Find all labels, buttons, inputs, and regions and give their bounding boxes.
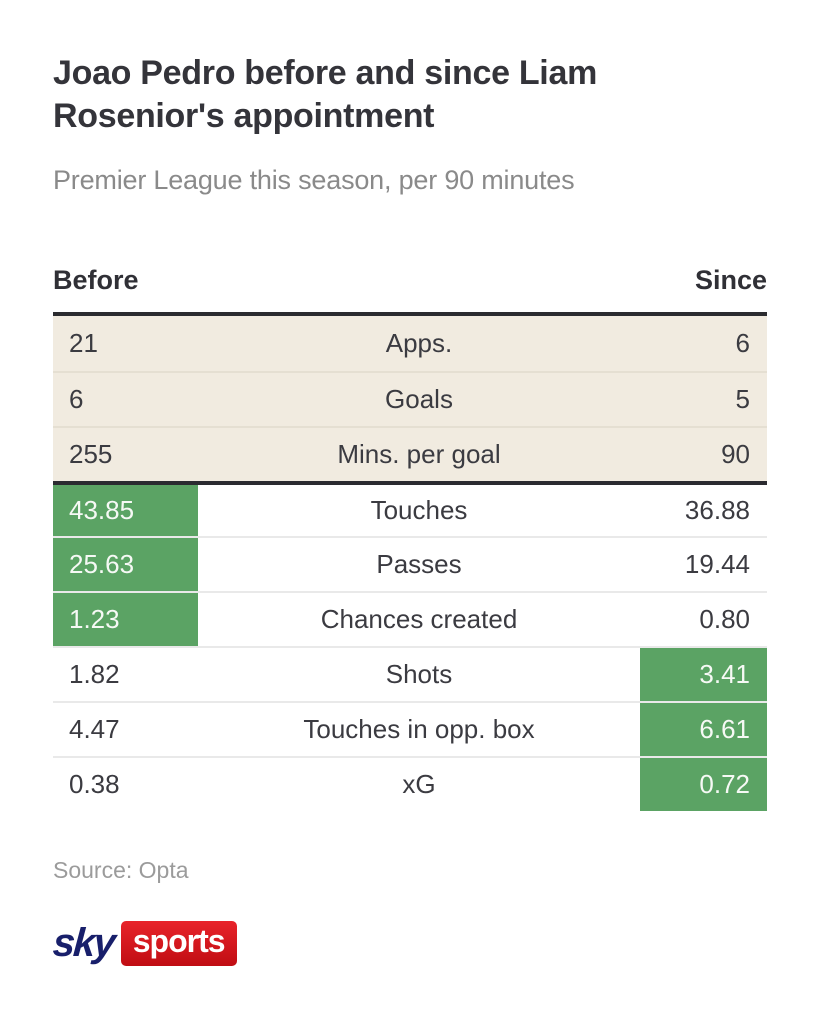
stat-label: Shots (385, 659, 453, 690)
stat-label: Mins. per goal (337, 439, 501, 470)
since-value: 0.80 (699, 604, 750, 635)
since-value-highlighted: 6.61 (640, 703, 767, 757)
page-title: Joao Pedro before and since Liam Rosenio… (53, 54, 597, 136)
before-value: 1.82 (69, 659, 120, 690)
table-row-passes: 25.63 Passes 19.44 (53, 536, 767, 592)
column-headers: Before Since (53, 265, 767, 312)
since-value: 19.44 (684, 549, 750, 580)
before-value: 0.38 (69, 769, 120, 800)
since-value-highlighted: 0.72 (640, 758, 767, 812)
before-value-highlighted: 1.23 (53, 593, 198, 647)
stat-label: Apps. (385, 328, 453, 359)
stat-label: Touches (370, 495, 468, 526)
stat-label: Touches in opp. box (303, 714, 535, 745)
column-header-since: Since (694, 265, 767, 296)
source-credit: Source: Opta (53, 857, 189, 884)
before-value: 255 (69, 439, 113, 470)
infographic: Joao Pedro before and since Liam Rosenio… (51, 54, 767, 967)
stat-label: Goals (385, 384, 453, 415)
table-row-shots: 1.82 Shots 3.41 (53, 646, 767, 702)
before-value-highlighted: 43.85 (53, 485, 198, 537)
column-header-before: Before (53, 265, 139, 296)
table-row-mins-per-goal: 255 Mins. per goal 90 (53, 426, 767, 482)
since-value: 6 (735, 328, 750, 359)
page-subtitle: Premier League this season, per 90 minut… (53, 165, 575, 196)
since-value: 36.88 (684, 495, 750, 526)
since-value: 90 (721, 439, 750, 470)
table-row-goals: 6 Goals 5 (53, 371, 767, 427)
table-row-apps: 21 Apps. 6 (53, 316, 767, 372)
since-value-highlighted: 3.41 (640, 648, 767, 702)
table-row-touches: 43.85 Touches 36.88 (53, 481, 767, 537)
table-row-touches-opp-box: 4.47 Touches in opp. box 6.61 (53, 701, 767, 757)
sky-sports-logo: sky sports (51, 921, 767, 967)
since-value: 5 (735, 384, 750, 415)
stat-label: xG (402, 769, 436, 800)
before-value-highlighted: 25.63 (53, 538, 198, 592)
stat-label: Chances created (320, 604, 518, 635)
table-row-chances-created: 1.23 Chances created 0.80 (53, 591, 767, 647)
table-row-xg: 0.38 xG 0.72 (53, 756, 767, 812)
before-value: 6 (69, 384, 84, 415)
sports-badge: sports (120, 921, 237, 967)
stat-label: Passes (376, 549, 462, 580)
stats-table: 21 Apps. 6 6 Goals 5 255 Mins. per goal … (53, 312, 767, 812)
before-value: 21 (69, 328, 98, 359)
sky-wordmark: sky (51, 921, 116, 966)
before-value: 4.47 (69, 714, 120, 745)
